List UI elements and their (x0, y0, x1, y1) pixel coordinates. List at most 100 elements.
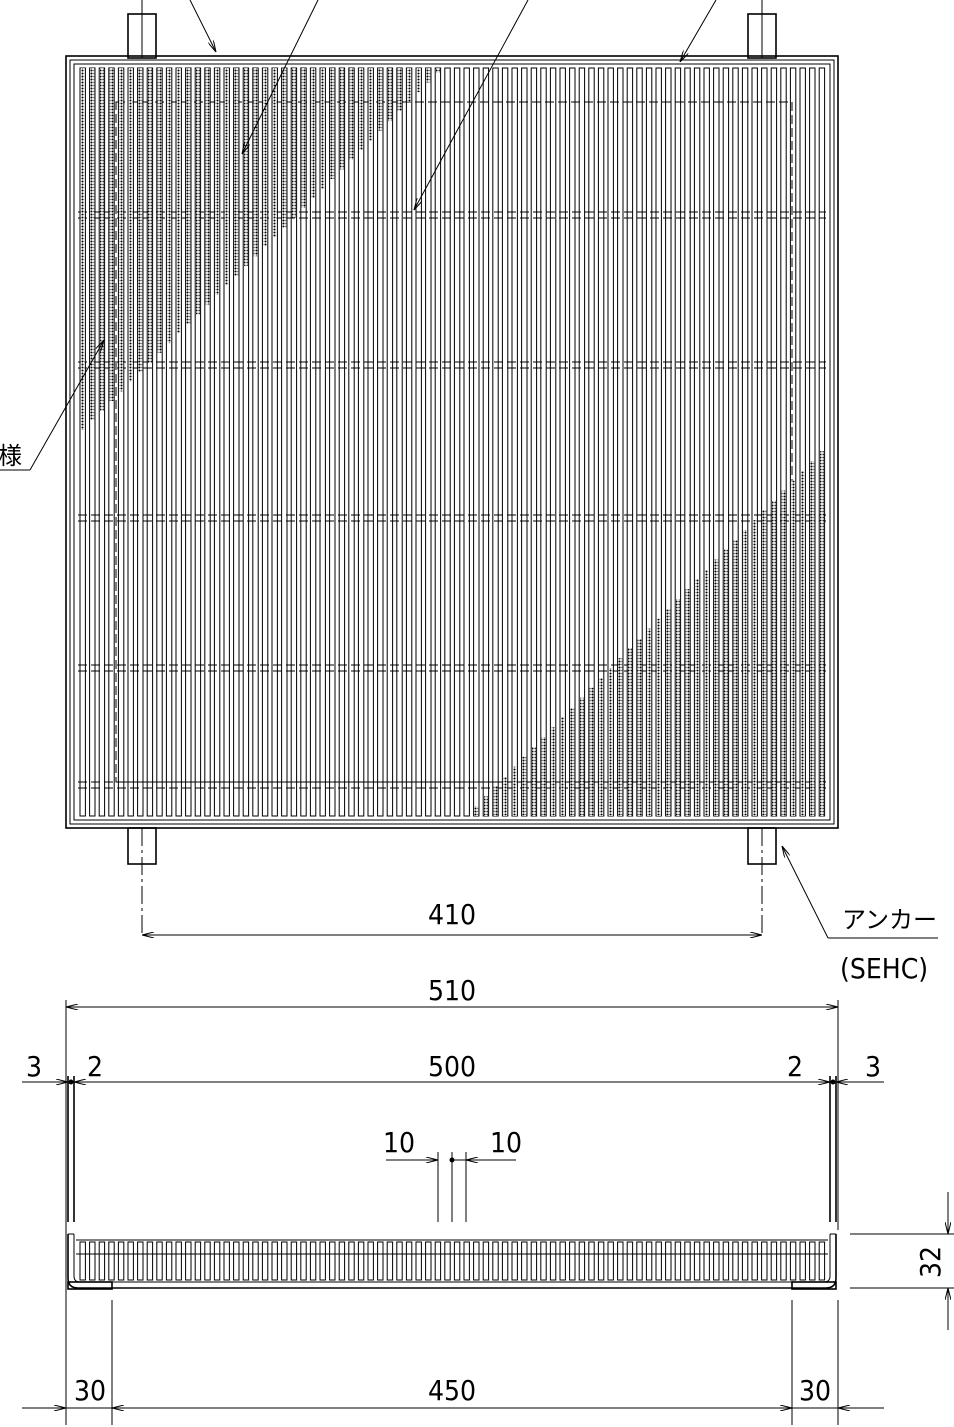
section-bar (271, 1241, 278, 1281)
leader-lines (0, 0, 938, 939)
nonslip-segment (647, 628, 651, 816)
nonslip-segment (301, 68, 306, 208)
nonslip-segment (157, 68, 162, 353)
bearing-bar (405, 67, 413, 817)
section-bar (396, 1241, 403, 1281)
section-bar (213, 1241, 221, 1281)
section-bar (463, 1241, 470, 1281)
section-bar (233, 1241, 240, 1281)
section-bar (799, 1241, 806, 1281)
nonslip-segment (263, 68, 267, 247)
nonslip-segment (570, 707, 575, 816)
section-bar (684, 1241, 691, 1281)
nonslip-segment (493, 786, 498, 816)
nonslip-segment (426, 68, 431, 83)
nonslip-segment (359, 68, 363, 151)
nonslip-segment (618, 658, 623, 816)
section-bar (703, 1241, 710, 1281)
nonslip-segment (128, 68, 133, 382)
section-bar (453, 1241, 461, 1281)
nonslip-segment (234, 68, 239, 276)
dim-gap-left: 2 (87, 1050, 103, 1083)
section-bar (242, 1241, 250, 1281)
section-bar (741, 1241, 749, 1281)
section-bar (98, 1241, 106, 1281)
section-bar (732, 1241, 739, 1281)
section-bar (473, 1241, 480, 1281)
bearing-bar (338, 67, 346, 817)
section-bar (789, 1241, 797, 1281)
dim-frame-right: 3 (865, 1050, 881, 1083)
section-bar (693, 1241, 701, 1281)
nonslip-segment (407, 68, 411, 102)
nonslip-segment (695, 579, 699, 816)
section-bar (780, 1241, 787, 1281)
nonslip-segment (733, 539, 738, 816)
section-bar (175, 1241, 182, 1281)
section-bars (79, 1241, 826, 1281)
section-bar (645, 1241, 653, 1281)
section-bar (434, 1241, 442, 1281)
section-bar (338, 1241, 346, 1281)
bearing-bar (569, 67, 576, 817)
dim-frame-left: 3 (26, 1050, 42, 1083)
nonslip-segment (532, 747, 536, 816)
bearing-bar (396, 67, 403, 817)
section-bar (194, 1241, 202, 1281)
nonslip-segment (186, 68, 191, 324)
dim-height: 32 (914, 1246, 947, 1278)
bearing-bar (329, 67, 336, 817)
section-bar (549, 1241, 557, 1281)
section-bar (348, 1241, 355, 1281)
nonslip-segment (109, 68, 114, 401)
nonslip-segment (637, 638, 642, 816)
nonslip-segment (503, 776, 507, 816)
section-bar (511, 1241, 518, 1281)
section-frame (67, 1234, 837, 1289)
nonslip-segment (148, 68, 152, 363)
section-bar (597, 1241, 605, 1281)
section-bar (377, 1241, 384, 1281)
dim-support-right: 30 (799, 1374, 831, 1407)
section-bar (655, 1241, 662, 1281)
nonslip-segment (416, 68, 421, 93)
section-view: 510 3 2 500 2 3 10 10 (22, 974, 954, 1425)
section-bar (482, 1241, 490, 1281)
nonslip-pattern-area (80, 68, 824, 816)
bearing-bar (559, 67, 566, 817)
section-bar (309, 1241, 317, 1281)
section-bar (626, 1241, 634, 1281)
bearing-bar (540, 67, 547, 817)
section-bar (156, 1241, 163, 1281)
section-bar (818, 1241, 826, 1281)
nonslip-segment (656, 618, 661, 816)
nonslip-segment (340, 68, 344, 170)
nonslip-segment (330, 68, 335, 179)
section-bar (329, 1241, 336, 1281)
bearing-bar (511, 67, 518, 817)
nonslip-segment (666, 608, 671, 816)
support-right (791, 1281, 837, 1290)
nonslip-segment (791, 480, 795, 816)
nonslip-segment (724, 549, 728, 816)
section-bar (108, 1241, 115, 1281)
bearing-bar (521, 67, 528, 817)
nonslip-segment (397, 68, 402, 112)
nonslip-segment (282, 68, 287, 228)
bearing-bar (473, 67, 480, 817)
nonslip-segment (580, 697, 584, 816)
nonslip-segment (781, 490, 786, 816)
nonslip-segment (560, 717, 565, 816)
section-bar (722, 1241, 730, 1281)
bearing-bar (367, 67, 374, 817)
nonslip-segment (522, 756, 527, 816)
nonslip-segment (205, 68, 210, 305)
section-bar (569, 1241, 576, 1281)
nonslip-segment (589, 687, 594, 816)
inner-frame (69, 59, 835, 825)
bearing-bar (444, 67, 451, 817)
section-bar (357, 1241, 365, 1281)
section-bar (281, 1241, 288, 1281)
dim-support-span: 450 (428, 1374, 476, 1407)
